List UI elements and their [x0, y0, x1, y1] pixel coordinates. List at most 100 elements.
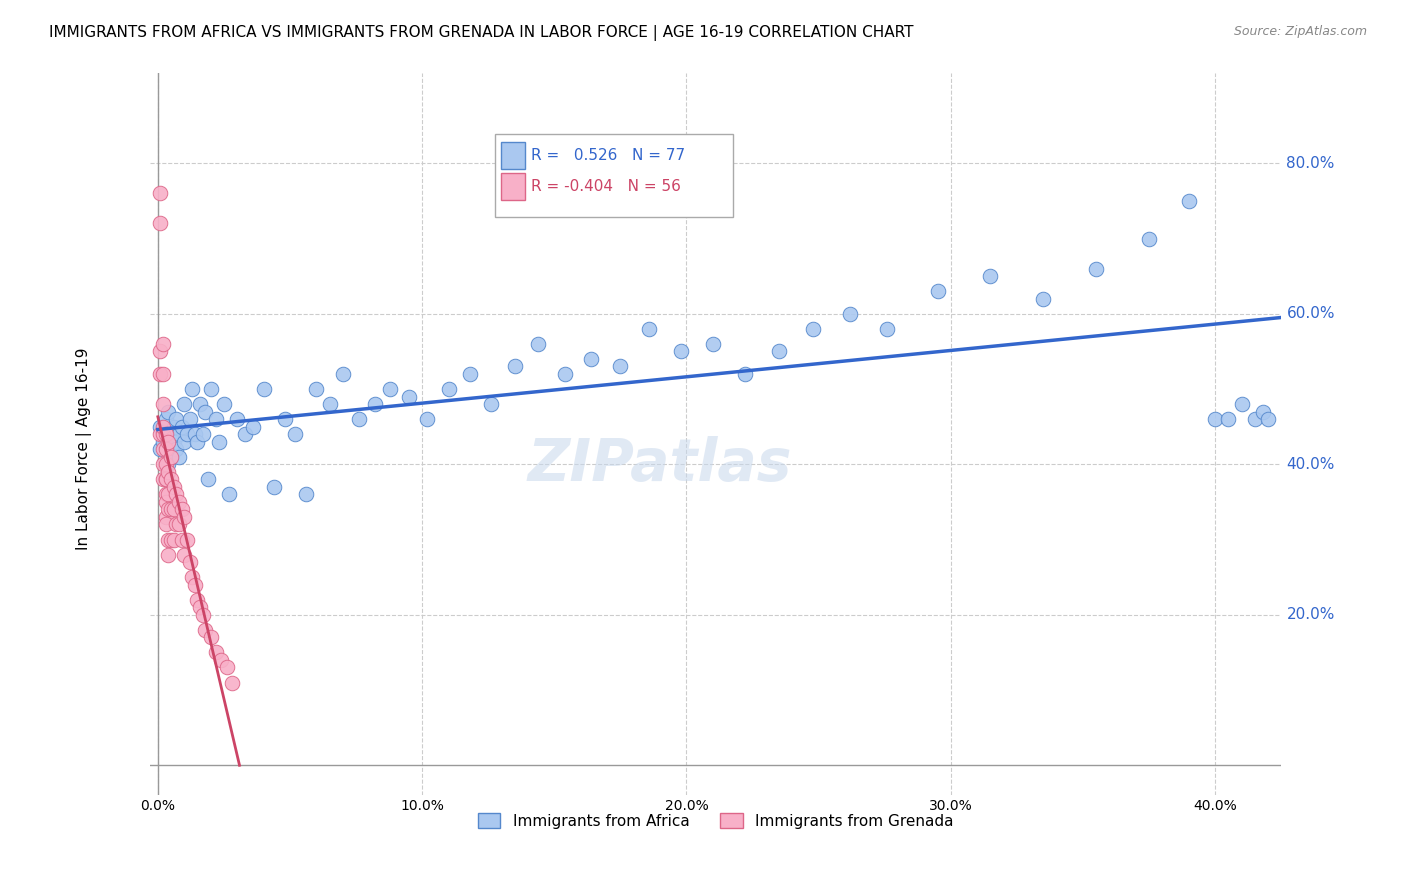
Point: [191, 427, 214, 442]
Point: [416, 412, 439, 426]
Point: [163, 533, 186, 547]
Text: 60.0%: 60.0%: [1286, 306, 1334, 321]
Point: [173, 397, 195, 411]
Text: R = -0.404   N = 56: R = -0.404 N = 56: [531, 179, 681, 194]
Point: [179, 555, 201, 569]
Point: [160, 472, 183, 486]
Point: [437, 382, 460, 396]
Point: [215, 660, 238, 674]
Point: [149, 217, 172, 231]
Point: [205, 645, 228, 659]
Point: [1218, 412, 1240, 426]
Point: [226, 412, 249, 426]
Point: [170, 502, 193, 516]
Point: [702, 337, 724, 351]
Point: [479, 397, 502, 411]
Point: [157, 434, 180, 449]
Point: [173, 510, 195, 524]
Point: [263, 480, 285, 494]
Point: [1137, 231, 1160, 245]
Point: [149, 442, 172, 457]
Point: [167, 427, 190, 442]
Point: [152, 472, 174, 486]
Point: [173, 434, 195, 449]
Text: 40.0%: 40.0%: [1286, 457, 1334, 472]
Text: IMMIGRANTS FROM AFRICA VS IMMIGRANTS FROM GRENADA IN LABOR FORCE | AGE 16-19 COR: IMMIGRANTS FROM AFRICA VS IMMIGRANTS FRO…: [49, 25, 914, 41]
Point: [152, 419, 174, 434]
Point: [458, 367, 481, 381]
Point: [163, 419, 186, 434]
Point: [176, 427, 198, 442]
Point: [155, 442, 177, 457]
Point: [160, 450, 183, 464]
Point: [1251, 404, 1274, 418]
Point: [157, 487, 180, 501]
Text: R =   0.526   N = 77: R = 0.526 N = 77: [531, 148, 685, 163]
FancyBboxPatch shape: [501, 173, 526, 200]
Point: [284, 427, 307, 442]
Point: [398, 390, 420, 404]
Point: [233, 427, 256, 442]
Point: [157, 458, 180, 472]
Point: [157, 548, 180, 562]
Point: [170, 533, 193, 547]
Point: [527, 337, 550, 351]
Point: [191, 607, 214, 622]
Text: Source: ZipAtlas.com: Source: ZipAtlas.com: [1233, 25, 1367, 38]
Point: [609, 359, 631, 374]
Point: [155, 472, 177, 486]
Point: [165, 517, 187, 532]
Point: [155, 472, 177, 486]
Point: [149, 344, 172, 359]
FancyBboxPatch shape: [501, 142, 526, 169]
Point: [218, 487, 240, 501]
Point: [167, 517, 190, 532]
Point: [194, 404, 217, 418]
Point: [160, 502, 183, 516]
Point: [155, 510, 177, 524]
Text: 0.0%: 0.0%: [141, 799, 176, 814]
Text: 40.0%: 40.0%: [1194, 799, 1237, 814]
Point: [152, 427, 174, 442]
Text: 30.0%: 30.0%: [929, 799, 973, 814]
Point: [200, 631, 222, 645]
Point: [181, 382, 204, 396]
Point: [176, 533, 198, 547]
Point: [876, 322, 898, 336]
Point: [149, 186, 172, 201]
Point: [149, 427, 172, 442]
Point: [927, 284, 949, 298]
Text: In Labor Force | Age 16-19: In Labor Force | Age 16-19: [76, 348, 91, 550]
Point: [155, 495, 177, 509]
Point: [1257, 412, 1279, 426]
Point: [380, 382, 402, 396]
Point: [155, 427, 177, 442]
Point: [318, 397, 340, 411]
Point: [209, 653, 232, 667]
Point: [173, 548, 195, 562]
Legend: Immigrants from Africa, Immigrants from Grenada: Immigrants from Africa, Immigrants from …: [471, 806, 960, 835]
Point: [188, 397, 211, 411]
Point: [152, 397, 174, 411]
Point: [152, 337, 174, 351]
Point: [160, 533, 183, 547]
Point: [205, 412, 228, 426]
Point: [157, 502, 180, 516]
Point: [152, 458, 174, 472]
Point: [1177, 194, 1199, 208]
Point: [186, 434, 208, 449]
Point: [839, 307, 862, 321]
Point: [184, 577, 207, 591]
Point: [1243, 412, 1265, 426]
Point: [801, 322, 824, 336]
Point: [1032, 292, 1054, 306]
Point: [163, 502, 186, 516]
Point: [305, 382, 328, 396]
Point: [581, 351, 603, 366]
Point: [332, 367, 354, 381]
Point: [274, 412, 297, 426]
Point: [734, 367, 756, 381]
Point: [155, 442, 177, 457]
Point: [155, 487, 177, 501]
Point: [979, 269, 1001, 284]
